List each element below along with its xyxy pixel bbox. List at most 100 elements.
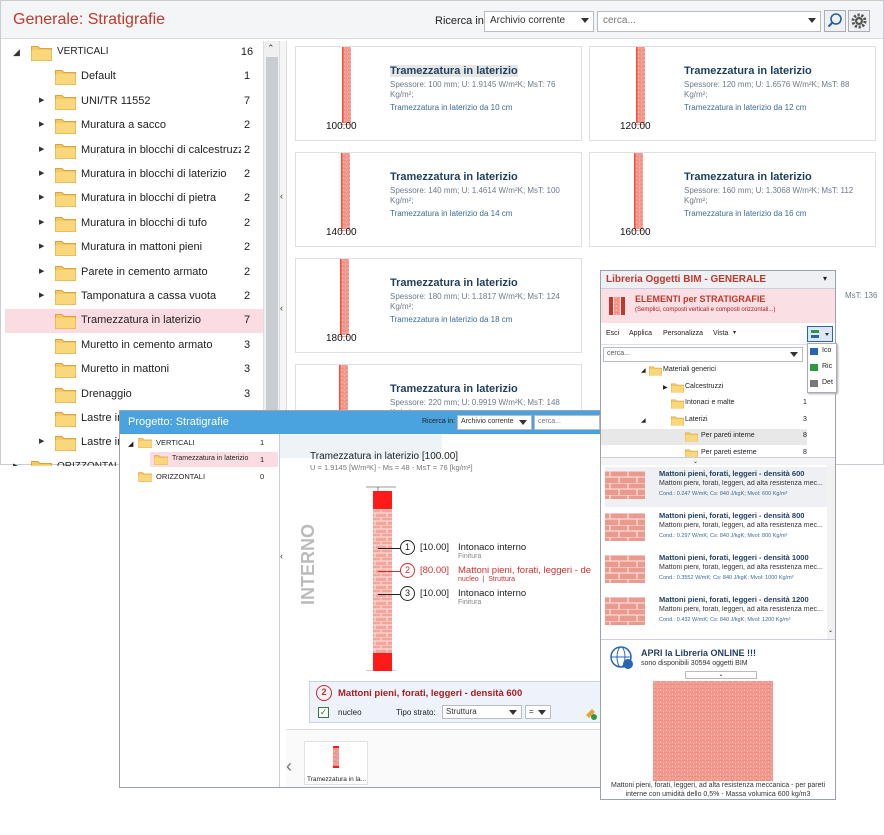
expand-arrow-icon[interactable]: ▶ [39,243,45,251]
library-search-input[interactable]: cerca... [603,347,803,362]
thumbnail-item[interactable]: Tramezzatura in la... [304,741,368,785]
operator-dropdown[interactable]: = [525,705,551,719]
project-tree-verticali[interactable]: VERTICALI [156,438,195,447]
view-mode-button[interactable] [807,326,833,342]
tree-item[interactable]: ▶ Muratura in blocchi di laterizio 2 [5,163,263,187]
tree-item[interactable]: ▶ ORIZZONTALI [5,456,263,466]
material-item[interactable]: Mattoni pieni, forati, leggeri - densità… [605,509,827,549]
expand-arrow-icon[interactable]: ◢ [128,441,134,448]
menu-item-dettagli[interactable]: Det [822,379,833,386]
expand-arrow-icon[interactable]: ▶ [13,462,18,466]
search-button[interactable] [824,10,846,32]
stratigraphy-card[interactable]: 100.00 Tramezzatura in laterizio Spessore:… [295,46,582,141]
material-item[interactable]: Mattoni pieni, forati, leggeri - densità… [605,467,827,507]
library-splitter[interactable]: ⌄ [601,457,835,465]
expand-arrow-icon[interactable]: ▶ [39,96,45,104]
project-search-input[interactable]: cerca... [534,415,600,430]
search-input[interactable]: cerca... [597,11,821,32]
menu-item-ricerca[interactable]: Ric [822,363,833,370]
library-tree-item[interactable]: Per pareti esterne 8 [601,446,807,458]
tree-item[interactable]: Default 1 [5,65,263,89]
scroll-down-icon[interactable]: ⌄ [828,628,834,634]
vista-button[interactable]: Vista [713,330,729,337]
expand-arrow-icon[interactable]: ▶ [39,267,45,275]
material-preview [653,681,773,781]
tree-item[interactable]: ▶ Muratura in blocchi di tufo 2 [5,212,263,236]
layer-row[interactable]: 2 [80.00] Mattoni pieni, forati, leggeri -… [378,563,602,585]
tree-item[interactable]: Muretto in cemento armato 3 [5,334,263,358]
project-tree-orizzontali[interactable]: ORIZZONTALI [156,472,206,481]
personalizza-button[interactable]: Personalizza [663,330,704,337]
tree-item[interactable]: ▶ Lastre in [5,431,263,455]
scrollbar-thumb[interactable] [266,57,278,427]
wall-thumbnail [633,47,645,125]
tree-item[interactable]: ▶ UNI/TR 11552 7 [5,90,263,114]
splitter[interactable]: ‹ ‹ [279,41,287,466]
splitter-grip-icon[interactable]: ⌄ [693,459,699,465]
project-tree-tramezzatura[interactable]: Tramezzatura in laterizio [172,455,249,462]
library-tree-item[interactable]: Per pareti interne 8 [601,429,807,445]
collapse-arrow-icon[interactable]: ◢ [641,417,646,424]
tree-item[interactable]: ▶ Muratura a sacco 2 [5,114,263,138]
nucleo-checkbox[interactable]: ✓ [318,707,329,718]
prev-arrow-icon[interactable]: ‹ [286,756,292,776]
card-description: Spessore: 160 mm; U: 1.3068 W/m²K; MsT: … [684,186,854,205]
tree-item[interactable]: ▶ Parete in cemento armato 2 [5,261,263,285]
material-item[interactable]: Mattoni pieni, forati, leggeri - densità… [605,551,827,591]
globe-cloud-icon [610,646,633,669]
expand-arrow-icon[interactable]: ▶ [39,438,45,446]
expand-arrow-icon[interactable]: ▶ [663,384,668,391]
tree-item[interactable]: ◢ VERTICALI 16 [5,41,263,65]
expand-arrow-icon[interactable]: ▶ [39,145,45,153]
project-scope-dropdown[interactable]: Archivio corrente [457,415,532,430]
material-item[interactable]: Mattoni pieni, forati, leggeri - densità… [605,593,827,633]
tree-item[interactable]: ▶ Muratura in blocchi di pietra 2 [5,187,263,211]
chevron-down-icon[interactable]: ▾ [823,274,828,283]
collapse-left-icon[interactable]: ‹ [280,191,283,201]
scroll-up-icon[interactable]: ⌃ [267,43,275,53]
library-tree-item[interactable]: ◢ Laterizi 3 [601,413,807,429]
tree-item[interactable]: ▶ Muratura in mattoni pieni 2 [5,236,263,260]
expand-arrow-icon[interactable]: ▶ [39,170,45,177]
search-scope-dropdown[interactable]: Archivio corrente [484,11,594,32]
stratigraphy-card[interactable]: 140.00 Tramezzatura in laterizio Spessore:… [295,152,582,247]
stratigraphy-card[interactable]: 120.00 Tramezzatura in laterizio Spessore:… [589,46,876,141]
menu-item-icone[interactable]: Ico [822,347,832,354]
expand-arrow-icon[interactable]: ▶ [39,194,45,202]
stratigraphy-card[interactable]: 160.00 Tramezzatura in laterizio Spessore:… [589,152,876,247]
tree-item[interactable]: Lastre in [5,407,263,431]
library-tree-item[interactable]: ◢ Materiali generici [601,363,807,379]
collapse-left-icon[interactable]: ‹ [280,551,283,561]
library-tree-item[interactable]: ▶ Calcestruzzi [601,380,807,396]
online-library-link[interactable]: APRI la Libreria ONLINE !!! sono disponi… [601,639,835,677]
tree-item[interactable]: Drenaggio 3 [5,383,263,407]
vista-dropdown-icon[interactable]: ▾ [733,330,737,336]
icon-view-icon [810,348,818,355]
esci-button[interactable]: Esci [606,330,620,337]
expand-arrow-icon[interactable]: ▶ [39,218,45,226]
expand-arrow-icon[interactable]: ▶ [39,292,45,299]
tree-item[interactable]: ▶ Muratura in blocchi di calcestruzzo 2 [5,139,263,163]
tipo-strato-dropdown[interactable]: Struttura [442,705,522,719]
tree-scrollbar[interactable]: ⌃ [263,41,279,466]
tree-item[interactable]: Muretto in mattoni 3 [5,358,263,382]
preview-dropdown[interactable]: ⌄ [685,671,757,679]
material-scrollbar[interactable]: ⌄ [827,465,835,641]
folder-icon [649,365,662,376]
expand-arrow-icon[interactable]: ▶ [39,121,45,129]
settings-button[interactable] [848,10,870,32]
collapse-left-icon-2[interactable]: ‹ [280,303,283,313]
tree-item[interactable]: ▶ Tamponatura a cassa vuota 2 [5,285,263,309]
brick-swatch [605,471,645,499]
collapse-arrow-icon[interactable]: ◢ [13,47,20,57]
apply-brush-icon[interactable] [584,706,598,720]
tree-item[interactable]: Tramezzatura in laterizio 7 [5,309,263,334]
project-tree-selection[interactable] [150,452,278,467]
layer-row[interactable]: 3 [10.00] Intonaco interno Finitura [378,586,602,608]
applica-button[interactable]: Applica [629,330,652,337]
stratigraphy-card[interactable]: 180.00 Tramezzatura in laterizio Spessore:… [295,258,582,353]
layer-row[interactable]: 1 [10.00] Intonaco interno Finitura [378,540,602,562]
folder-icon [55,239,76,256]
library-tree-item[interactable]: Intonaci e malte 17 [601,396,807,412]
collapse-arrow-icon[interactable]: ◢ [641,368,646,374]
